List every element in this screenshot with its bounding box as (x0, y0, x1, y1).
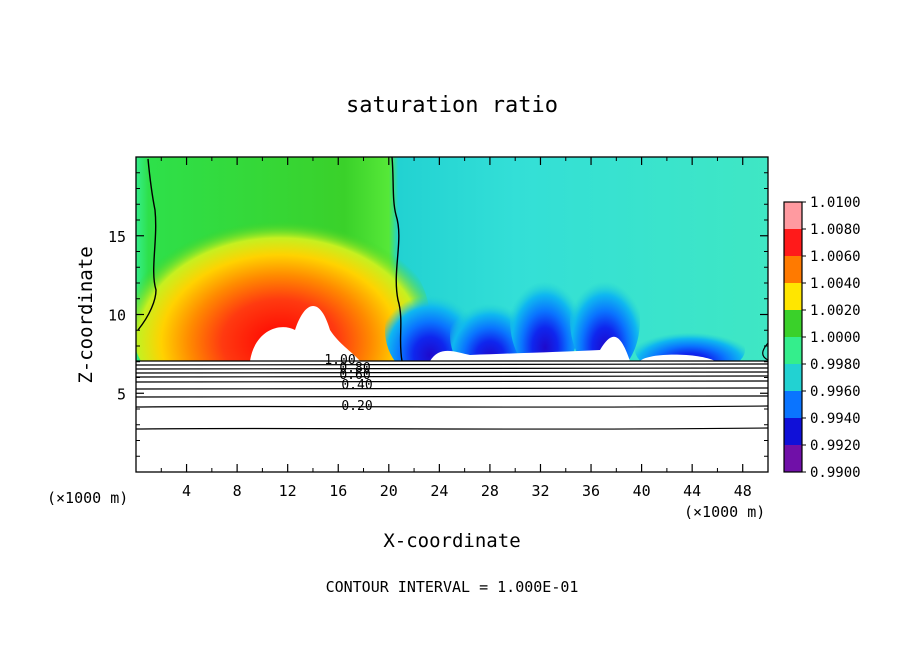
terrain-white-left (250, 305, 360, 361)
chart-title: saturation ratio (346, 93, 558, 118)
contour-label: 0.60 (339, 368, 370, 383)
x-tick-label: 8 (233, 482, 242, 500)
x-tick-label: 16 (329, 482, 347, 500)
colorbar-label: 0.9920 (810, 438, 861, 454)
colorbar-band (784, 337, 802, 365)
x-tick-label: 32 (531, 482, 549, 500)
contour-labels: 1.000.800.600.40 0.20 (324, 353, 372, 414)
lower-domain (136, 361, 768, 472)
y-axis: 5 10 15 (108, 172, 768, 457)
x-tick-label: 24 (430, 482, 448, 500)
contour-label: 0.80 (339, 361, 370, 376)
x-tick-label: 40 (633, 482, 651, 500)
colorbar-label: 0.9960 (810, 384, 861, 400)
contour-interval: CONTOUR INTERVAL = 1.000E-01 (326, 578, 579, 596)
x-tick-label: 20 (380, 482, 398, 500)
colorbar-label: 0.9940 (810, 411, 861, 427)
x-unit-right: (×1000 m) (684, 503, 765, 521)
x-tick-label: 12 (279, 482, 297, 500)
x-tick-label: 48 (734, 482, 752, 500)
colorbar-band (784, 283, 802, 311)
lower-contours (136, 360, 768, 430)
colorbar-label: 1.0020 (810, 303, 861, 319)
x-axis: 4 8 12 16 20 24 28 32 36 40 44 48 (160, 157, 752, 500)
y-axis-label: Z-coordinate (75, 246, 97, 383)
colorbar-band (784, 418, 802, 446)
x-tick-label: 36 (582, 482, 600, 500)
contour-line (391, 157, 403, 362)
colorbar-label: 1.0080 (810, 222, 861, 238)
x-tick-label: 28 (481, 482, 499, 500)
cold-region-3 (510, 265, 580, 375)
contour-label: 1.00 (324, 353, 355, 368)
colorbar-band (784, 229, 802, 257)
colorbar-band (784, 310, 802, 338)
colorbar-label: 1.0000 (810, 330, 861, 346)
colorbar-band (784, 256, 802, 284)
x-tick-label: 4 (182, 482, 191, 500)
contour-line (762, 342, 768, 361)
x-tick-label: 44 (683, 482, 701, 500)
colorbar-label: 1.0100 (810, 195, 861, 211)
contour-label: 0.20 (341, 399, 372, 414)
y-tick-label: 5 (117, 385, 126, 403)
y-tick-label: 10 (108, 307, 126, 325)
colorbar-band (784, 391, 802, 419)
x-unit-left: (×1000 m) (47, 489, 128, 507)
colorbar: 1.0100 1.0080 1.0060 1.0040 1.0020 1.0000 0.99… (783, 195, 861, 481)
x-axis-label: X-coordinate (383, 530, 520, 552)
colorbar-band (784, 364, 802, 392)
colorbar-label: 0.9900 (810, 465, 861, 481)
colorbar-label: 0.9980 (810, 357, 861, 373)
colorbar-label: 1.0040 (810, 276, 861, 292)
contour-label: 0.40 (341, 378, 372, 393)
colorbar-band (784, 445, 802, 473)
terrain-white-right (430, 336, 715, 361)
contour-line (137, 158, 157, 331)
colorbar-band (784, 202, 802, 230)
plot-area: 1.000.800.600.40 0.20 (136, 157, 768, 472)
y-tick-label: 15 (108, 228, 126, 246)
colorbar-label: 1.0060 (810, 249, 861, 265)
